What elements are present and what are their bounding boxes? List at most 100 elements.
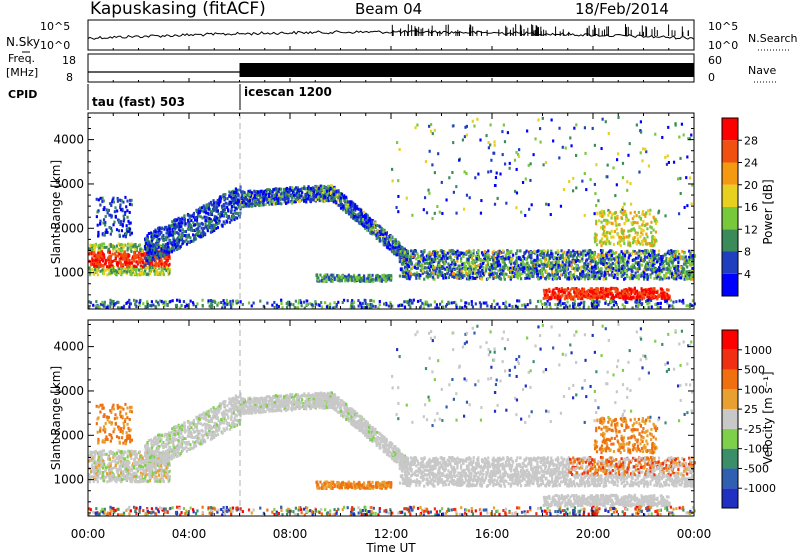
power-cell: [153, 269, 156, 273]
power-cell: [309, 191, 312, 195]
power-cell: [201, 230, 204, 234]
power-cell: [149, 231, 153, 235]
power-cell: [418, 276, 421, 280]
power-cell: [130, 203, 133, 207]
power-cell: [201, 209, 204, 213]
power-cell: [205, 205, 208, 209]
power-cell: [257, 190, 260, 194]
power-cell: [173, 225, 176, 229]
power-cell: [499, 263, 502, 267]
power-cell: [220, 204, 224, 208]
power-cell: [475, 257, 478, 261]
power-cell: [188, 220, 191, 224]
power-cell: [633, 266, 636, 270]
power-cell: [288, 189, 291, 193]
power-cell: [171, 227, 174, 231]
power-cell: [112, 200, 116, 204]
power-cell: [185, 238, 188, 242]
power-cell: [367, 218, 371, 222]
power-cell: [325, 187, 329, 191]
power-cell: [475, 265, 478, 269]
power-cell: [171, 231, 174, 235]
power-cell: [634, 251, 637, 255]
power-cell: [228, 190, 231, 194]
power-cell: [617, 253, 621, 257]
power-cell: [93, 250, 96, 254]
power-cell: [121, 207, 124, 211]
power-cell: [199, 235, 202, 239]
power-cell: [130, 198, 133, 202]
power-cell: [129, 233, 132, 237]
power-cell: [287, 200, 290, 204]
power-cell: [157, 245, 160, 249]
power-cell: [654, 257, 657, 261]
freq-unit-label: [MHz]: [6, 66, 38, 79]
power-cell: [481, 269, 484, 273]
power-cell: [318, 190, 322, 194]
power-cell: [125, 253, 128, 257]
power-cell: [467, 272, 470, 276]
power-cell: [141, 270, 145, 274]
power-cell: [563, 258, 567, 262]
power-cell: [655, 260, 659, 264]
power-echoes: [88, 115, 697, 310]
power-cell: [97, 251, 100, 255]
power-cell: [643, 251, 646, 255]
power-cell: [564, 275, 567, 279]
power-cell: [96, 273, 99, 277]
power-cell: [218, 197, 221, 201]
power-cell: [127, 265, 130, 269]
power-cell: [248, 199, 252, 203]
power-cell: [605, 254, 608, 258]
power-cell: [330, 190, 333, 194]
power-cell: [558, 256, 562, 260]
power-cell: [160, 259, 163, 263]
power-cell: [99, 196, 102, 200]
power-cell: [127, 258, 130, 262]
power-cell: [634, 271, 637, 275]
power-cell: [506, 251, 509, 255]
power-cell: [502, 249, 505, 253]
power-cell: [123, 260, 127, 264]
power-cell: [136, 260, 140, 264]
power-cell: [106, 211, 109, 215]
power-cell: [312, 192, 315, 196]
power-cell: [124, 195, 127, 199]
power-cell: [96, 210, 99, 214]
power-cell: [404, 268, 408, 272]
power-cell: [429, 264, 432, 268]
power-cell: [567, 276, 570, 280]
power-cell: [565, 267, 568, 271]
power-cell: [374, 230, 377, 234]
power-cell: [548, 273, 552, 277]
power-cell: [583, 264, 586, 268]
power-cell: [402, 258, 406, 262]
power-cell: [423, 261, 427, 265]
power-cell: [677, 261, 680, 265]
power-cell: [643, 249, 647, 253]
power-cell: [123, 217, 126, 221]
power-cell: [573, 287, 576, 291]
power-cell: [158, 248, 161, 252]
power-cell: [429, 274, 432, 278]
power-cell: [494, 258, 497, 262]
power-cell: [523, 262, 526, 266]
power-cell: [91, 246, 94, 250]
power-cell: [122, 245, 125, 249]
power-cell: [125, 260, 128, 264]
power-cell: [468, 276, 472, 280]
power-cell: [134, 267, 138, 271]
power-cell: [517, 257, 521, 261]
power-cell: [136, 254, 139, 258]
power-cell: [93, 254, 96, 258]
power-cell: [290, 196, 294, 200]
power-cell: [147, 232, 151, 236]
power-cell: [223, 210, 226, 214]
power-cell: [507, 256, 510, 260]
power-cell: [575, 256, 578, 260]
power-cell: [206, 229, 209, 233]
power-cell: [593, 264, 596, 268]
power-cell: [267, 195, 271, 199]
power-cell: [426, 272, 430, 276]
power-cell: [323, 189, 326, 193]
